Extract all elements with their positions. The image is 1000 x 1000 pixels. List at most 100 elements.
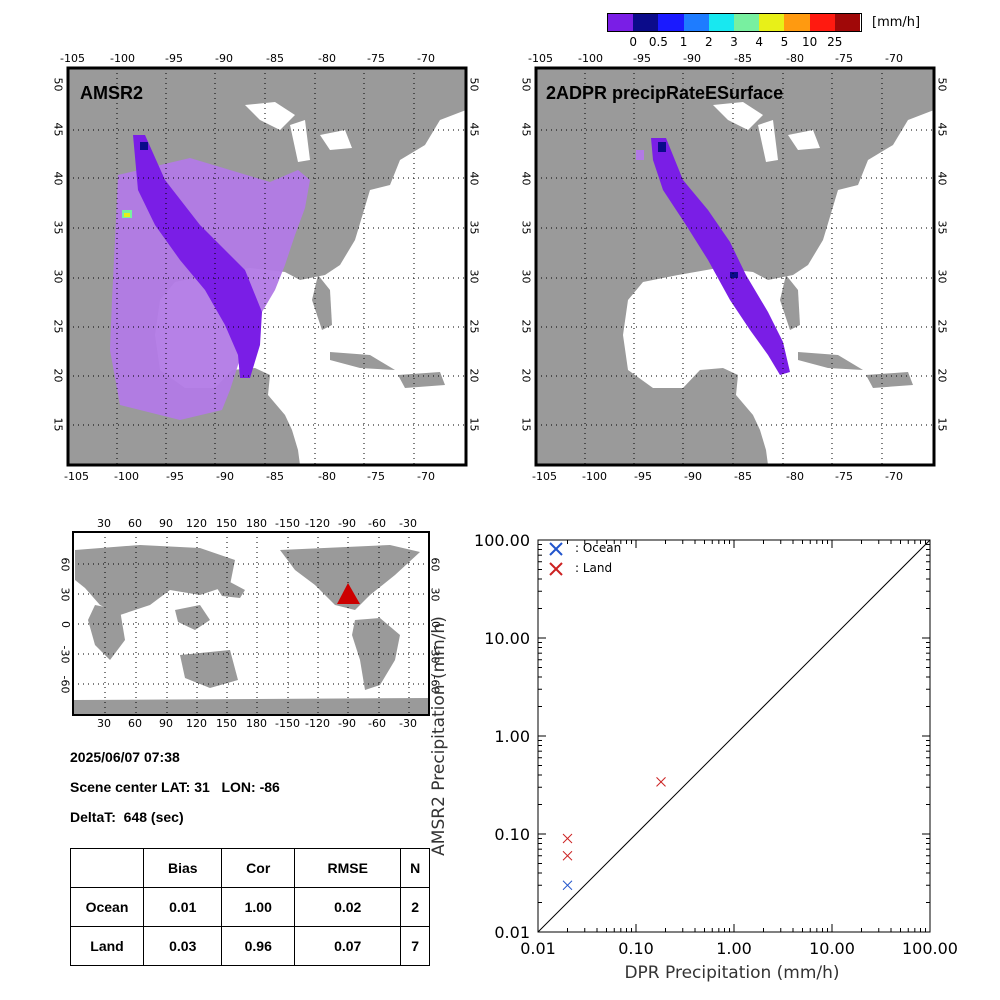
colorbar-segment <box>759 14 785 31</box>
lon-tick: -75 <box>835 52 853 65</box>
colorbar-label: 25 <box>827 35 843 49</box>
lat-tick: 35 <box>51 220 65 235</box>
dpr-map-title: 2ADPR precipRateESurface <box>546 83 784 103</box>
scatter-point <box>562 880 573 891</box>
lon-tick: -75 <box>835 470 853 483</box>
stats-cell: 0.02 <box>293 887 402 927</box>
lon-tick: -90 <box>215 52 233 65</box>
x-axis-label: DPR Precipitation (mm/h) <box>624 963 839 983</box>
lat-tick: 50 <box>51 77 65 92</box>
stats-header-row: Bias Cor RMSE N <box>70 848 430 888</box>
lat-tick: 35 <box>519 220 533 235</box>
stats-header-cell: RMSE <box>293 848 402 888</box>
y-tick-label: 0.10 <box>494 825 530 844</box>
lat-tick: 25 <box>51 319 65 334</box>
lon-tick: -90 <box>338 717 356 730</box>
lon-tick: -100 <box>114 470 139 483</box>
colorbar-outline <box>607 13 862 32</box>
dpr-map <box>534 66 936 467</box>
world-locator-panel: 30 60 90 120 150 180 -150 -120 -90 -60 -… <box>0 510 460 740</box>
scatter-panel: 0.01 0.01 0.10 0.10 1.00 1.00 10.00 10.00 100.00… <box>420 520 1000 1000</box>
colorbar-segment <box>784 14 811 31</box>
colorbar-label: 2 <box>704 35 713 49</box>
colorbar-segment <box>734 14 760 31</box>
stats-cell: 7 <box>400 926 430 966</box>
lat-tick: 30 <box>519 269 533 284</box>
lon-tick: -120 <box>305 717 330 730</box>
x-tick-label: 0.10 <box>618 939 654 958</box>
lat-tick: 30 <box>51 269 65 284</box>
lon-tick: 120 <box>186 717 207 730</box>
lat-tick: 45 <box>935 122 949 137</box>
lat-tick: 20 <box>935 368 949 383</box>
colorbar-unit: [mm/h] <box>872 15 921 30</box>
lon-tick: -105 <box>528 52 553 65</box>
legend-land-label: : Land <box>575 561 612 575</box>
colorbar-segment <box>708 14 735 31</box>
lon-tick: -100 <box>578 52 603 65</box>
colorbar-segment <box>633 14 659 31</box>
lon-tick: 90 <box>159 717 173 730</box>
lat-tick: 50 <box>935 77 949 92</box>
lon-tick: 120 <box>186 517 207 530</box>
lon-tick: -70 <box>885 52 903 65</box>
stats-cell: 0.07 <box>293 926 402 966</box>
colorbar: [mm/h] 0 0.5 1 2 3 4 5 10 25 <box>0 0 1000 55</box>
legend-ocean-label: : Ocean <box>575 541 621 555</box>
lon-tick: -95 <box>166 470 184 483</box>
scene-info: 2025/06/07 07:38 Scene center LAT: 31 LO… <box>70 749 280 839</box>
lon-tick: 90 <box>159 517 173 530</box>
amsr2-map <box>66 66 468 467</box>
lat-tick: 40 <box>519 171 533 186</box>
lon-tick: -70 <box>417 470 435 483</box>
lon-tick: -70 <box>417 52 435 65</box>
colorbar-label: 3 <box>730 35 738 49</box>
y-tick-label: 10.00 <box>484 629 530 648</box>
lat-tick: 25 <box>935 319 949 334</box>
amsr2-map-title: AMSR2 <box>80 83 144 103</box>
lon-tick: -85 <box>266 470 284 483</box>
lon-tick: -100 <box>582 470 607 483</box>
stats-header-cell <box>70 848 144 888</box>
lon-tick: -60 <box>368 717 386 730</box>
colorbar-segment <box>658 14 685 31</box>
stats-table: Bias Cor RMSE N Ocean 0.01 1.00 0.02 2 L… <box>70 848 430 966</box>
lon-tick: 60 <box>128 517 142 530</box>
y-axis-label: AMSR2 Precipitation (mm/h) <box>429 616 449 856</box>
lat-tick: 0 <box>59 621 72 628</box>
lon-tick: 180 <box>246 717 267 730</box>
colorbar-label: 0.5 <box>648 35 668 49</box>
stats-cell: 0.01 <box>142 887 223 927</box>
lat-tick: 45 <box>519 122 533 137</box>
lat-tick: 35 <box>935 220 949 235</box>
lon-tick: -85 <box>734 52 752 65</box>
lon-tick: -90 <box>683 52 701 65</box>
stats-header-cell: N <box>400 848 430 888</box>
world-map <box>72 531 430 716</box>
colorbar-label: 0 <box>629 35 637 49</box>
lon-tick: 60 <box>128 717 142 730</box>
lon-tick: -70 <box>885 470 903 483</box>
lat-tick: 15 <box>519 417 533 432</box>
x-tick-label: 10.00 <box>809 939 855 958</box>
lon-tick: 30 <box>97 717 111 730</box>
lon-tick: -150 <box>275 717 300 730</box>
scatter-point <box>562 850 573 861</box>
lat-tick: 40 <box>51 171 65 186</box>
scene-deltat: DeltaT: 648 (sec) <box>70 809 184 825</box>
lon-tick: -75 <box>367 470 385 483</box>
y-tick-label: 1.00 <box>494 727 530 746</box>
colorbar-segment <box>608 14 634 31</box>
lon-tick: -105 <box>532 470 557 483</box>
y-tick-label: 0.01 <box>494 923 530 942</box>
lat-tick: 45 <box>51 122 65 137</box>
dpr-map-panel: 2ADPR precipRateESurface -105 -100 -95 -… <box>468 50 949 490</box>
legend-ocean-marker <box>549 542 563 556</box>
lon-tick: -90 <box>216 470 234 483</box>
stats-cell: Ocean <box>70 887 144 927</box>
scene-datetime: 2025/06/07 07:38 <box>70 749 180 765</box>
lon-tick: 150 <box>216 517 237 530</box>
y-tick-label: 100.00 <box>474 531 530 550</box>
lon-tick: -80 <box>318 52 336 65</box>
lat-tick: 60 <box>58 557 72 572</box>
